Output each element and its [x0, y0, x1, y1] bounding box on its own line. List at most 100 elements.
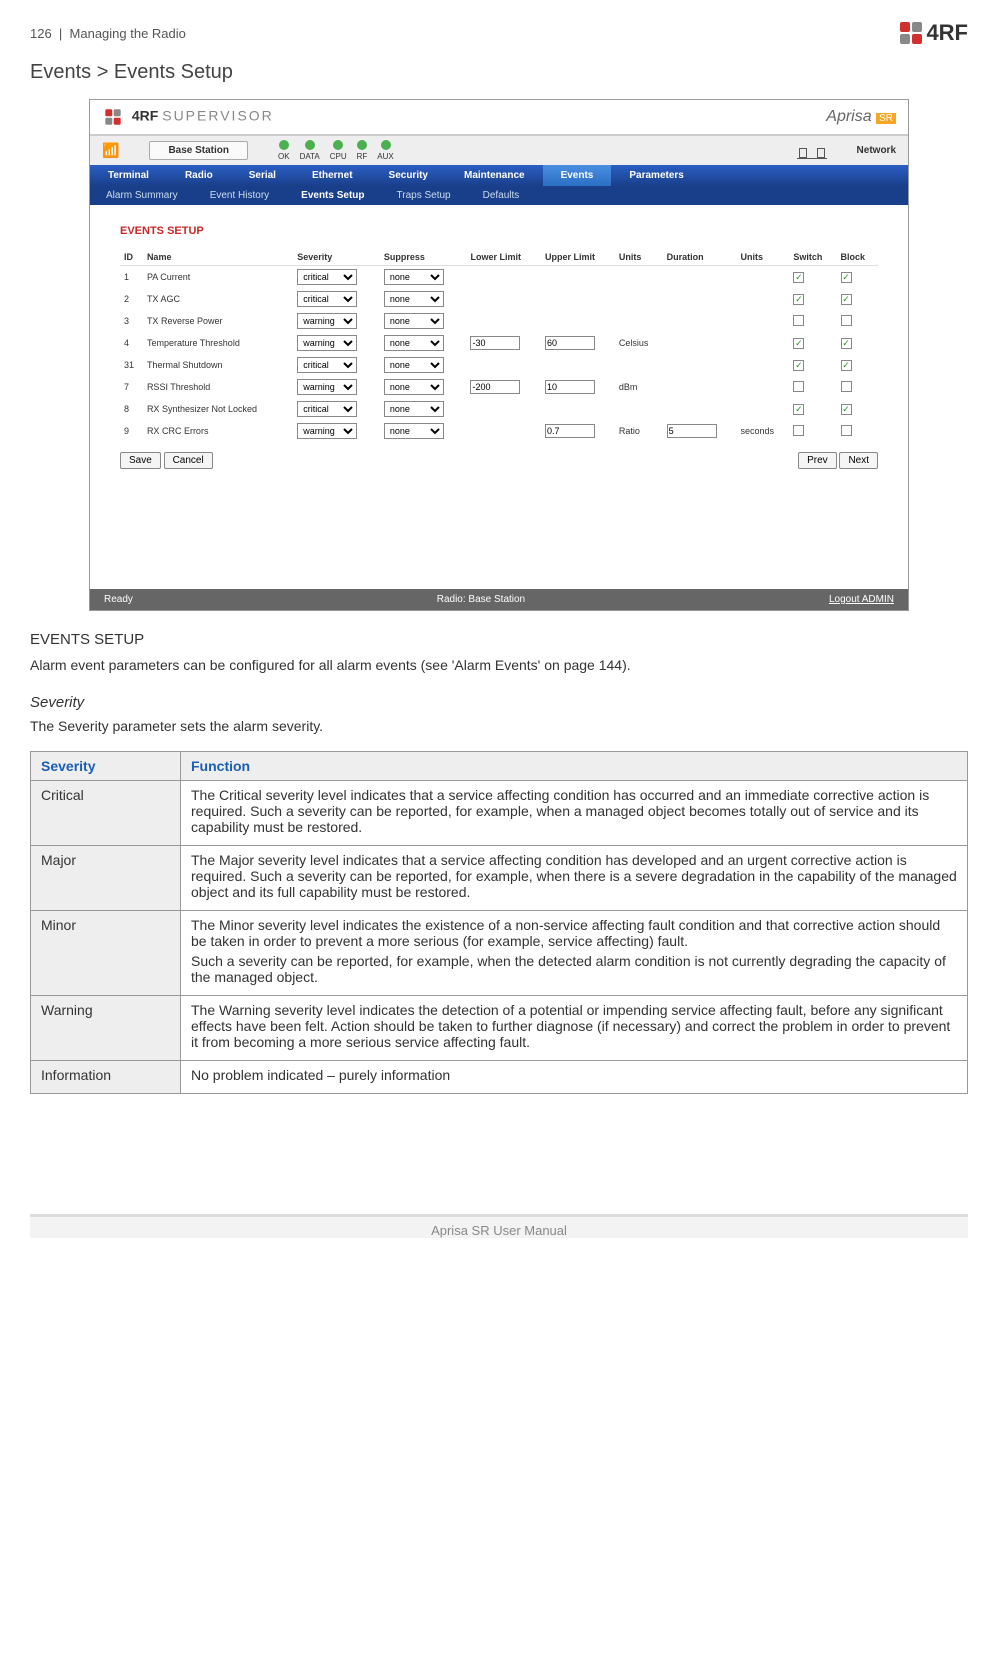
led-aux: AUX — [377, 140, 393, 161]
severity-function: No problem indicated – purely informatio… — [181, 1061, 968, 1094]
nav-sub: Alarm SummaryEvent HistoryEvents SetupTr… — [90, 186, 908, 205]
page-number-title: 126 | Managing the Radio — [30, 26, 186, 41]
led-data: DATA — [300, 140, 320, 161]
severity-table: Severity Function CriticalThe Critical s… — [30, 751, 968, 1094]
suppress-select[interactable]: none — [384, 291, 444, 307]
nav-radio[interactable]: Radio — [167, 165, 231, 186]
supervisor-screenshot: 4RF SUPERVISOR Aprisa SR 📶 Base Station … — [89, 99, 909, 611]
suppress-select[interactable]: none — [384, 423, 444, 439]
save-button[interactable]: Save — [120, 452, 161, 469]
table-row: 8RX Synthesizer Not Locked critical none… — [120, 398, 878, 420]
col-units: Units — [615, 249, 663, 266]
block-checkbox[interactable] — [841, 425, 852, 436]
next-button[interactable]: Next — [839, 452, 878, 469]
upper-limit-input[interactable] — [545, 336, 595, 350]
severity-select[interactable]: warning — [297, 379, 357, 395]
block-checkbox[interactable]: ✓ — [841, 272, 852, 283]
nav-ethernet[interactable]: Ethernet — [294, 165, 371, 186]
status-radio: Radio: Base Station — [437, 594, 525, 605]
led-row: OKDATACPURFAUX — [278, 140, 394, 161]
suppress-select[interactable]: none — [384, 401, 444, 417]
table-row: 1PA Current critical none ✓ ✓ — [120, 266, 878, 289]
nav-terminal[interactable]: Terminal — [90, 165, 167, 186]
nav-serial[interactable]: Serial — [231, 165, 294, 186]
severity-select[interactable]: warning — [297, 335, 357, 351]
col-id: ID — [120, 249, 143, 266]
nav-main: TerminalRadioSerialEthernetSecurityMaint… — [90, 165, 908, 186]
col-duration: Duration — [663, 249, 737, 266]
col-switch: Switch — [789, 249, 836, 266]
suppress-select[interactable]: none — [384, 269, 444, 285]
severity-select[interactable]: critical — [297, 269, 357, 285]
table-row: 4Temperature Threshold warning none Cels… — [120, 332, 878, 354]
severity-name: Critical — [31, 781, 181, 846]
switch-checkbox[interactable] — [793, 425, 804, 436]
col-name: Name — [143, 249, 293, 266]
switch-checkbox[interactable]: ✓ — [793, 294, 804, 305]
upper-limit-input[interactable] — [545, 380, 595, 394]
suppress-select[interactable]: none — [384, 379, 444, 395]
switch-checkbox[interactable] — [793, 381, 804, 392]
subnav-defaults[interactable]: Defaults — [467, 186, 536, 205]
severity-name: Information — [31, 1061, 181, 1094]
base-station-button[interactable]: Base Station — [149, 141, 248, 160]
subnav-event-history[interactable]: Event History — [194, 186, 285, 205]
switch-checkbox[interactable]: ✓ — [793, 338, 804, 349]
page-header: 126 | Managing the Radio 4RF — [30, 20, 968, 46]
block-checkbox[interactable] — [841, 315, 852, 326]
suppress-select[interactable]: none — [384, 335, 444, 351]
switch-checkbox[interactable]: ✓ — [793, 272, 804, 283]
table-row: 3TX Reverse Power warning none — [120, 310, 878, 332]
block-checkbox[interactable]: ✓ — [841, 294, 852, 305]
lower-limit-input[interactable] — [470, 336, 520, 350]
led-cpu: CPU — [330, 140, 347, 161]
prev-button[interactable]: Prev — [798, 452, 837, 469]
severity-name: Major — [31, 846, 181, 911]
cancel-button[interactable]: Cancel — [164, 452, 213, 469]
subnav-events-setup[interactable]: Events Setup — [285, 186, 380, 205]
severity-select[interactable]: warning — [297, 313, 357, 329]
severity-name: Warning — [31, 996, 181, 1061]
severity-row: WarningThe Warning severity level indica… — [31, 996, 968, 1061]
block-checkbox[interactable]: ✓ — [841, 360, 852, 371]
severity-select[interactable]: critical — [297, 291, 357, 307]
col-lower-limit: Lower Limit — [466, 249, 541, 266]
severity-row: MinorThe Minor severity level indicates … — [31, 911, 968, 996]
severity-select[interactable]: warning — [297, 423, 357, 439]
suppress-select[interactable]: none — [384, 313, 444, 329]
nav-parameters[interactable]: Parameters — [611, 165, 701, 186]
subnav-traps-setup[interactable]: Traps Setup — [381, 186, 467, 205]
switch-checkbox[interactable] — [793, 315, 804, 326]
suppress-select[interactable]: none — [384, 357, 444, 373]
severity-function: The Warning severity level indicates the… — [181, 996, 968, 1061]
severity-col-header: Severity — [31, 752, 181, 781]
block-checkbox[interactable]: ✓ — [841, 404, 852, 415]
status-ready: Ready — [104, 594, 133, 605]
switch-checkbox[interactable]: ✓ — [793, 360, 804, 371]
col-suppress: Suppress — [380, 249, 467, 266]
severity-function: The Minor severity level indicates the e… — [181, 911, 968, 996]
upper-limit-input[interactable] — [545, 424, 595, 438]
severity-select[interactable]: critical — [297, 401, 357, 417]
supervisor-logo: 4RF SUPERVISOR — [102, 106, 274, 128]
nav-security[interactable]: Security — [371, 165, 446, 186]
nav-events[interactable]: Events — [543, 165, 612, 186]
col-block: Block — [837, 249, 878, 266]
subnav-alarm-summary[interactable]: Alarm Summary — [90, 186, 194, 205]
events-setup-text: Alarm event parameters can be configured… — [30, 656, 968, 676]
lower-limit-input[interactable] — [470, 380, 520, 394]
table-row: 2TX AGC critical none ✓ ✓ — [120, 288, 878, 310]
network-icon — [797, 143, 827, 159]
duration-input[interactable] — [667, 424, 717, 438]
severity-row: CriticalThe Critical severity level indi… — [31, 781, 968, 846]
severity-row: MajorThe Major severity level indicates … — [31, 846, 968, 911]
block-checkbox[interactable] — [841, 381, 852, 392]
nav-maintenance[interactable]: Maintenance — [446, 165, 543, 186]
severity-select[interactable]: critical — [297, 357, 357, 373]
logout-link[interactable]: Logout ADMIN — [829, 594, 894, 605]
switch-checkbox[interactable]: ✓ — [793, 404, 804, 415]
block-checkbox[interactable]: ✓ — [841, 338, 852, 349]
severity-function: The Major severity level indicates that … — [181, 846, 968, 911]
events-setup-title: EVENTS SETUP — [120, 225, 878, 237]
page-footer: Aprisa SR User Manual — [30, 1214, 968, 1238]
